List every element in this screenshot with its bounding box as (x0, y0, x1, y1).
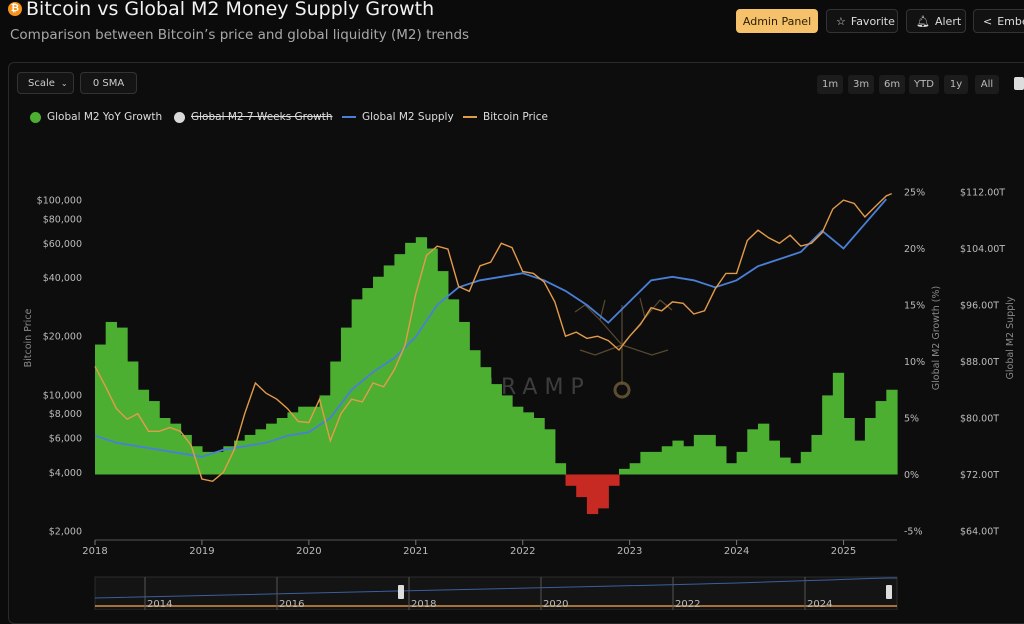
chart-panel (8, 62, 1024, 624)
range-button-6m[interactable]: 6m (879, 75, 906, 94)
admin-panel-button[interactable]: Admin Panel (736, 9, 818, 33)
range-button-all[interactable]: All (975, 75, 999, 94)
range-button-1y[interactable]: 1y (944, 75, 968, 94)
legend-line-icon (342, 116, 356, 118)
alert-button[interactable]: 🔔︎ Alert (906, 9, 966, 33)
legend-label: Global M2 7 Weeks Growth (191, 111, 333, 123)
scale-label: Scale (28, 77, 55, 89)
page-subtitle: Comparison between Bitcoin’s price and g… (10, 27, 470, 43)
range-button-ytd[interactable]: YTD (909, 75, 939, 94)
admin-panel-label: Admin Panel (742, 14, 812, 28)
page-title-text: Bitcoin vs Global M2 Money Supply Growth (26, 0, 435, 20)
range-label: 6m (884, 79, 901, 90)
star-icon: ☆ (836, 14, 846, 28)
chevron-down-icon: ⌄ (60, 78, 68, 88)
range-label: 1m (822, 79, 839, 90)
legend-dot-icon (30, 111, 41, 123)
sma-button[interactable]: 0 SMA (80, 72, 137, 94)
legend-label: Bitcoin Price (483, 111, 548, 123)
camera-icon[interactable] (1014, 77, 1024, 90)
range-label: 1y (949, 79, 963, 90)
range-button-3m[interactable]: 3m (848, 75, 875, 94)
legend-dot-icon (174, 111, 185, 123)
legend-label: Global M2 Supply (362, 111, 454, 123)
bell-icon: 🔔︎ (916, 14, 930, 28)
share-icon: < (983, 14, 993, 28)
range-label: All (980, 79, 994, 90)
favorite-label: Favorite (850, 14, 895, 28)
range-button-1m[interactable]: 1m (817, 75, 844, 94)
sma-label: 0 SMA (92, 77, 125, 89)
legend-item-m2-7w[interactable]: Global M2 7 Weeks Growth (174, 111, 333, 123)
scale-dropdown[interactable]: Scale ⌄ (17, 72, 74, 94)
range-label: 3m (853, 79, 870, 90)
legend-label: Global M2 YoY Growth (47, 111, 163, 123)
bitcoin-icon: ₿ (8, 2, 22, 16)
embed-label: Embe (997, 14, 1024, 28)
legend-item-m2-supply[interactable]: Global M2 Supply (342, 111, 454, 123)
page-title: ₿ Bitcoin vs Global M2 Money Supply Grow… (8, 0, 434, 20)
legend-item-m2-yoy[interactable]: Global M2 YoY Growth (30, 111, 162, 123)
favorite-button[interactable]: ☆ Favorite (826, 9, 898, 33)
legend-item-btc[interactable]: Bitcoin Price (463, 111, 548, 123)
alert-label: Alert (934, 14, 962, 28)
legend-line-icon (463, 116, 477, 118)
embed-button[interactable]: < Embe (973, 9, 1024, 33)
range-label: YTD (914, 79, 934, 90)
